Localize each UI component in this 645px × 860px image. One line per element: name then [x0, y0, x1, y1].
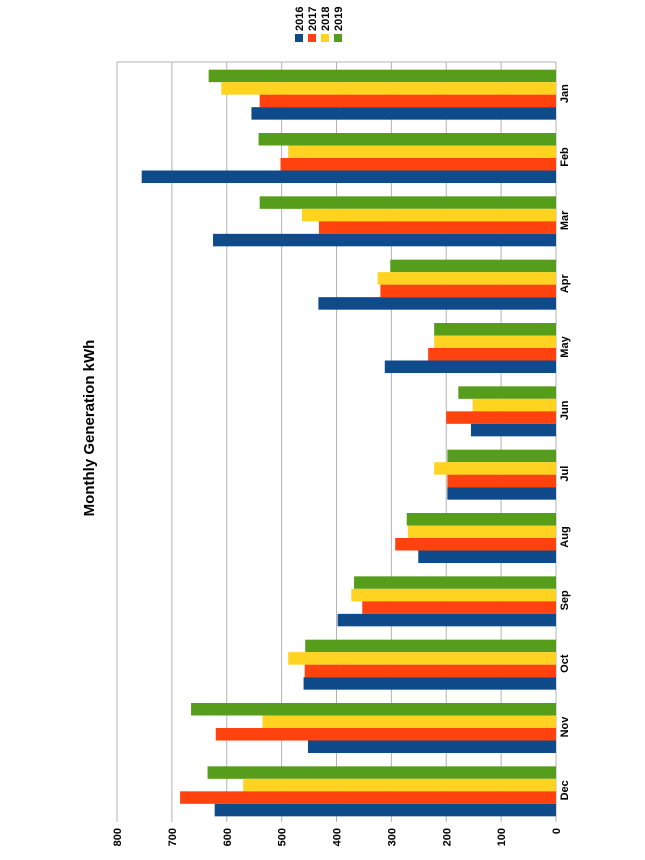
bar-jun-2017 — [446, 411, 556, 424]
category-label: Jul — [559, 466, 571, 482]
bar-feb-2018 — [288, 145, 556, 158]
bar-feb-2017 — [280, 158, 556, 171]
bar-jul-2018 — [434, 462, 556, 475]
bar-aug-2018 — [407, 525, 556, 538]
category-labels: Jan Feb Mar Apr May Jun Jul Aug Sep Oct Nov Dec — [559, 84, 571, 801]
bar-jan-2016 — [251, 107, 556, 120]
tick-label: 800 — [112, 828, 124, 846]
bar-sep-2018 — [351, 588, 556, 602]
bar-jun-2018 — [472, 398, 556, 412]
category-label: Mar — [559, 210, 571, 230]
bar-mar-2016 — [213, 233, 556, 247]
bar-oct-2019 — [305, 639, 556, 653]
bar-may-2019 — [434, 323, 556, 336]
bar-oct-2017 — [304, 664, 556, 678]
bar-jul-2017 — [447, 474, 556, 488]
legend-swatch — [334, 34, 342, 42]
bar-mar-2018 — [301, 208, 556, 222]
bar-jul-2019 — [447, 449, 556, 463]
bar-nov-2018 — [262, 715, 556, 728]
bar-jun-2016 — [470, 423, 556, 437]
bar-dec-2017 — [180, 791, 556, 804]
bar-oct-2016 — [303, 677, 556, 690]
bar-feb-2016 — [141, 170, 556, 183]
bar-may-2017 — [428, 348, 556, 361]
bar-nov-2016 — [307, 740, 556, 753]
tick-label: 700 — [167, 828, 179, 846]
bar-dec-2016 — [214, 803, 557, 817]
category-label: Feb — [559, 147, 571, 167]
bar-jan-2019 — [208, 69, 557, 83]
bar-sep-2017 — [362, 601, 556, 614]
bar-apr-2019 — [390, 259, 556, 273]
bar-aug-2016 — [418, 550, 556, 563]
value-axis-ticks: 0 100 200 300 400 500 600 700 800 — [112, 828, 563, 846]
tick-label: 500 — [277, 828, 289, 846]
category-label: Aug — [559, 526, 571, 547]
category-label: Oct — [559, 654, 571, 673]
legend-swatch — [321, 34, 329, 42]
bar-apr-2018 — [377, 272, 556, 285]
legend-label: 2018 — [320, 7, 332, 31]
category-label: Jan — [559, 84, 571, 103]
chart-title: Monthly Generation kWh — [81, 340, 98, 517]
category-label: Sep — [559, 590, 571, 610]
legend-label: 2016 — [294, 7, 306, 31]
bar-oct-2018 — [288, 652, 556, 665]
tick-label: 0 — [551, 828, 563, 834]
legend-label: 2019 — [333, 7, 345, 31]
category-label: Apr — [559, 273, 571, 293]
category-label: Nov — [559, 716, 571, 738]
tick-label: 200 — [441, 828, 453, 846]
tick-label: 300 — [386, 828, 398, 846]
bar-feb-2019 — [258, 133, 556, 146]
bar-jun-2019 — [458, 386, 556, 399]
bar-apr-2017 — [380, 284, 556, 298]
legend-swatch — [308, 34, 316, 42]
bar-jan-2018 — [221, 82, 556, 95]
bar-dec-2018 — [243, 778, 556, 792]
legend-swatch — [295, 34, 303, 42]
bar-nov-2017 — [215, 728, 556, 741]
bar-sep-2016 — [337, 613, 556, 627]
bar-mar-2019 — [259, 196, 556, 209]
bar-may-2016 — [384, 360, 556, 373]
bar-jul-2016 — [447, 487, 556, 500]
bar-may-2018 — [434, 335, 556, 348]
tick-label: 400 — [332, 828, 344, 846]
category-label: May — [559, 335, 571, 357]
bar-mar-2017 — [318, 221, 556, 234]
bars — [141, 69, 557, 817]
bar-jan-2017 — [259, 94, 556, 108]
bar-aug-2017 — [395, 538, 556, 551]
bar-apr-2016 — [318, 297, 556, 310]
legend: 2016 2017 2018 2019 — [294, 7, 345, 42]
grid-lines — [116, 61, 557, 822]
tick-label: 100 — [496, 828, 508, 846]
bar-dec-2019 — [207, 766, 556, 779]
tick-label: 600 — [222, 828, 234, 846]
legend-label: 2017 — [307, 7, 319, 31]
bar-sep-2019 — [354, 576, 556, 589]
category-label: Jun — [559, 400, 571, 420]
bar-nov-2019 — [191, 703, 557, 716]
bar-aug-2019 — [406, 513, 556, 526]
category-label: Dec — [559, 780, 571, 800]
